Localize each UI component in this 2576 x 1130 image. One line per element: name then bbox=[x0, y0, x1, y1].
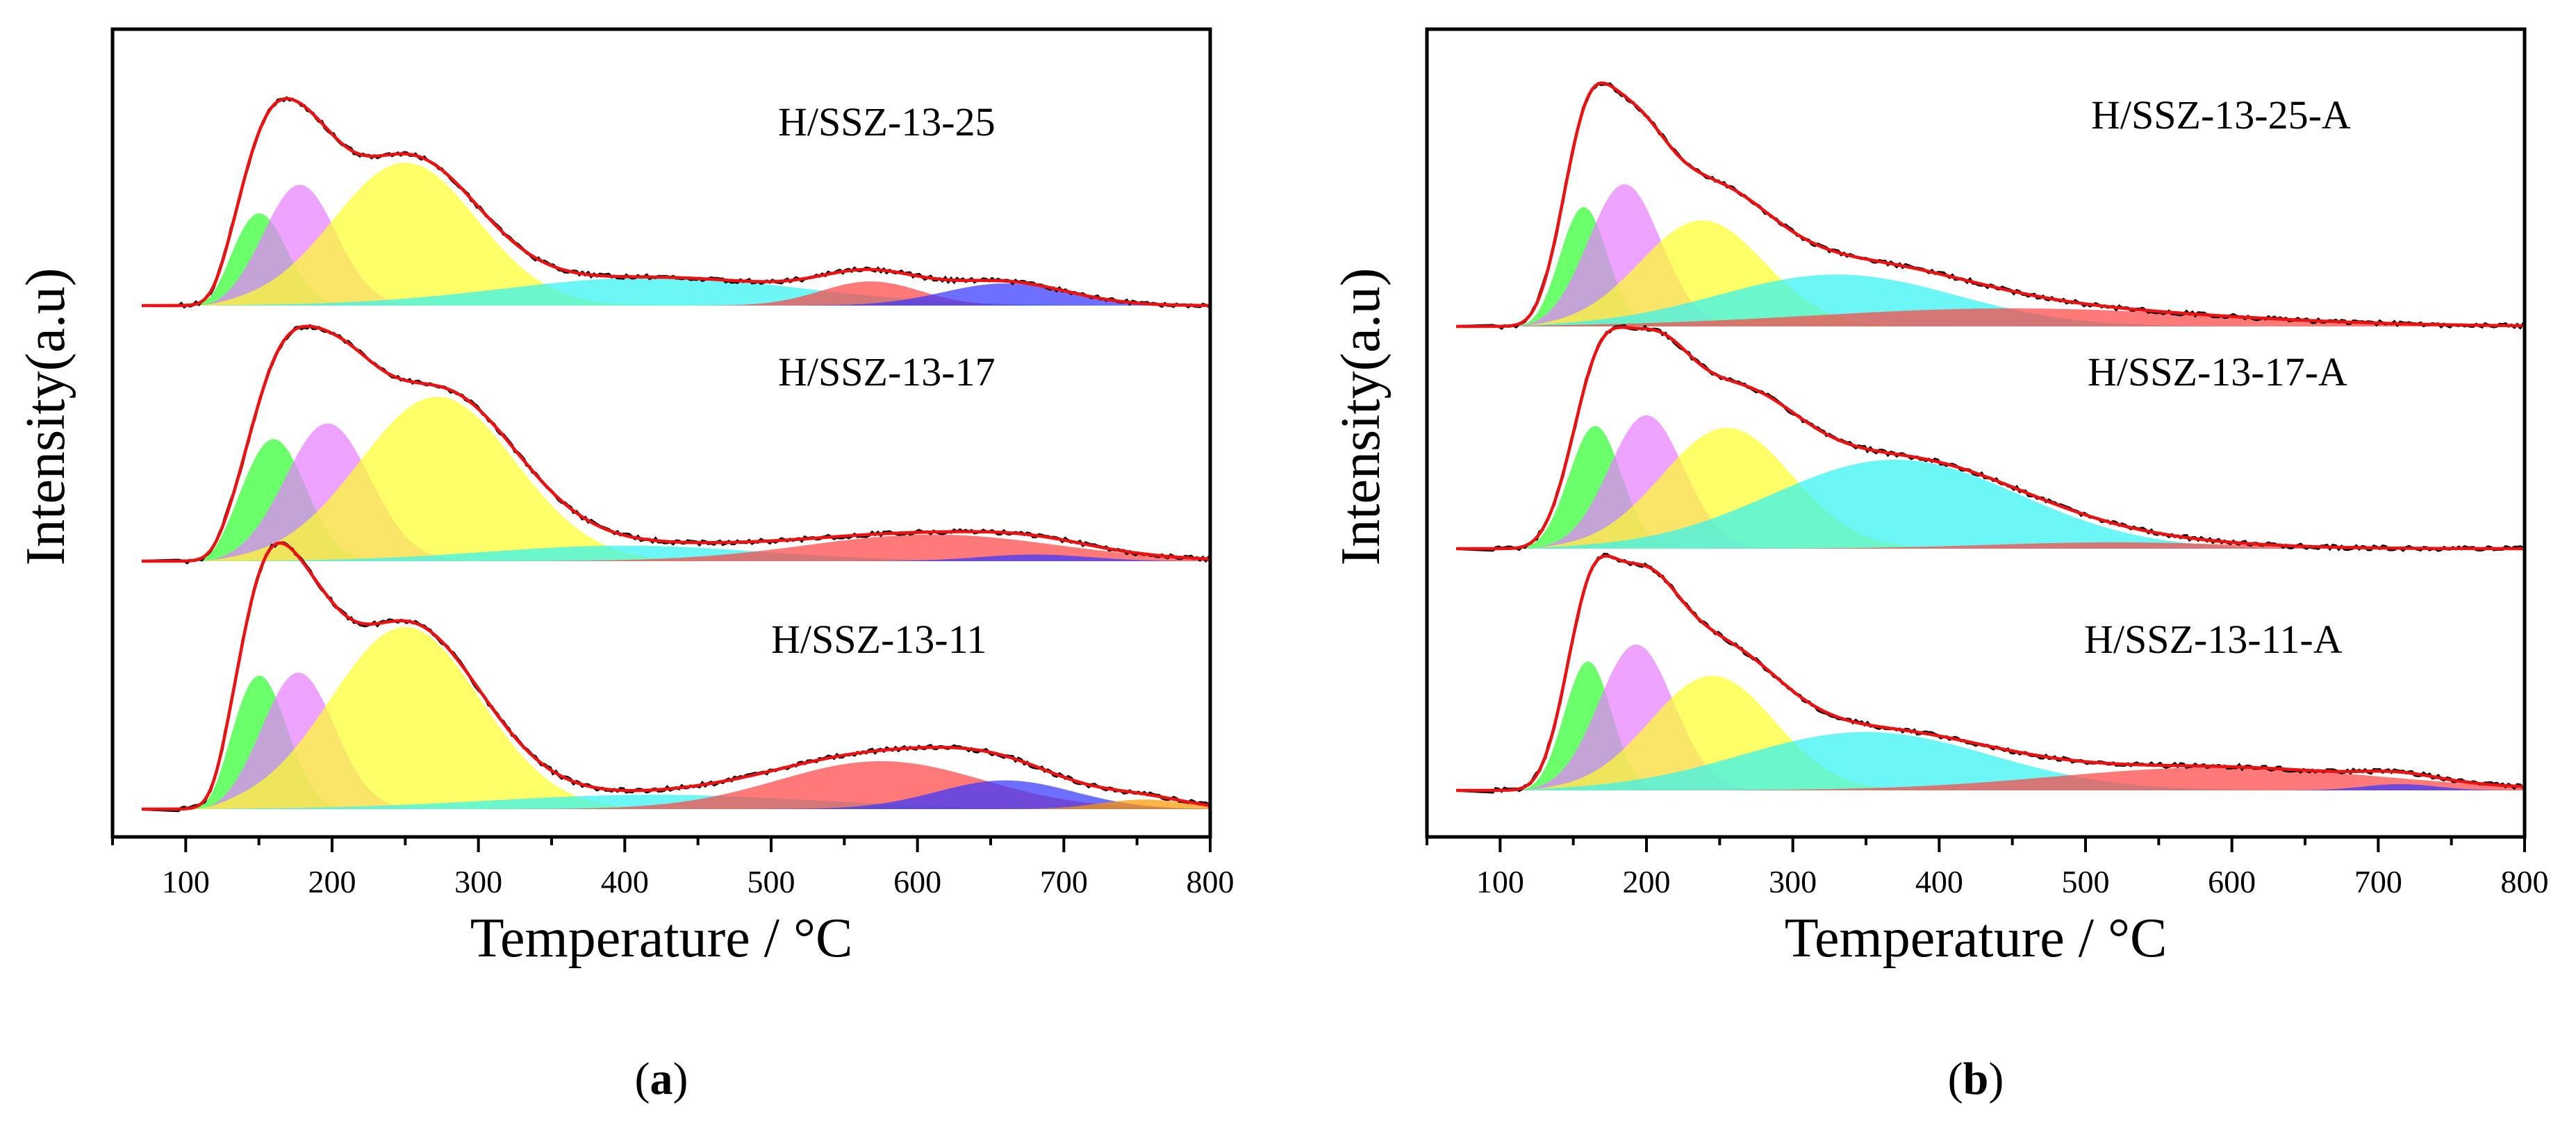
fitted-peak-cyan-420 bbox=[178, 277, 1210, 306]
x-tick-label: 400 bbox=[601, 864, 649, 899]
sample-h-ssz-13-25-a bbox=[1456, 81, 2526, 330]
panel-a-sample-label: H/SSZ-13-25 bbox=[778, 99, 996, 144]
sample-h-ssz-13-25 bbox=[142, 96, 1211, 309]
sample-h-ssz-13-11-a bbox=[1456, 553, 2527, 794]
fitted-peak-blue-660 bbox=[178, 780, 1210, 809]
x-tick-label: 600 bbox=[2208, 864, 2256, 899]
x-tick-label: 100 bbox=[1476, 864, 1524, 899]
fitted-peak-red-520 bbox=[1492, 542, 2525, 549]
x-tick-label: 100 bbox=[162, 864, 210, 899]
fitted-peak-red-450 bbox=[1492, 308, 2525, 326]
fitted-peak-cyan-370 bbox=[1492, 459, 2525, 549]
fitted-peak-cyan-400 bbox=[178, 545, 1210, 561]
panel-b-plot-frame bbox=[1425, 27, 2527, 839]
sample-h-ssz-13-11 bbox=[142, 541, 1212, 813]
panel-a-plot-frame bbox=[110, 27, 1212, 839]
x-tick-label: 400 bbox=[1915, 864, 1963, 899]
x-tick-label: 500 bbox=[748, 864, 795, 899]
fitted-envelope bbox=[1456, 81, 2525, 329]
x-tick-label: 300 bbox=[1769, 864, 1817, 899]
fitted-peak-yellow-250 bbox=[178, 163, 1210, 306]
x-tick-label: 200 bbox=[1623, 864, 1671, 899]
fitted-peak-cyan-330 bbox=[1492, 274, 2525, 326]
panel-a-x-axis-title: Temperature / °C bbox=[470, 908, 853, 969]
panel-b-label: (b) bbox=[1948, 1054, 2004, 1104]
fitted-envelope bbox=[142, 324, 1212, 563]
panel-a-sample-label: H/SSZ-13-11 bbox=[771, 617, 986, 662]
sample-h-ssz-13-17-a bbox=[1456, 324, 2525, 552]
fitted-peak-blue-715 bbox=[1492, 784, 2525, 790]
x-tick-label: 500 bbox=[2062, 864, 2110, 899]
fitted-peak-orange-755 bbox=[178, 799, 1210, 809]
sample-h-ssz-13-17 bbox=[142, 324, 1212, 565]
fitted-peak-yellow-272 bbox=[178, 397, 1210, 561]
fitted-peak-red-590 bbox=[1492, 767, 2525, 790]
fitted-peak-cyan-350 bbox=[1492, 732, 2525, 790]
fitted-peak-blue-680 bbox=[178, 554, 1210, 561]
x-tick-label: 800 bbox=[1187, 864, 1235, 899]
panel-a: 100 200 300 400 500 600 700 800 H/SSZ-13-25 H/S… bbox=[15, 27, 1235, 1104]
fitted-envelope bbox=[142, 541, 1212, 811]
panel-b-sample-label: H/SSZ-13-17-A bbox=[2088, 349, 2347, 394]
panel-b-x-ticks: 100 200 300 400 500 600 700 800 bbox=[1426, 837, 2549, 899]
x-tick-label: 300 bbox=[454, 864, 502, 899]
panel-b-sample-label: H/SSZ-13-25-A bbox=[2091, 92, 2351, 138]
panel-a-sample-label: H/SSZ-13-17 bbox=[778, 349, 996, 394]
x-tick-label: 800 bbox=[2501, 864, 2549, 899]
fitted-envelope bbox=[1456, 326, 2525, 551]
panel-a-label: (a) bbox=[635, 1054, 688, 1104]
panel-b-x-axis-title: Temperature / °C bbox=[1785, 908, 2168, 969]
panel-a-y-axis-title: Intensity(a.u) bbox=[15, 268, 76, 566]
fitted-envelope bbox=[142, 97, 1211, 308]
fitted-peak-blue-660 bbox=[178, 283, 1210, 306]
panel-b-curves bbox=[1456, 81, 2527, 794]
panel-a-curves bbox=[142, 96, 1212, 813]
x-tick-label: 200 bbox=[308, 864, 356, 899]
panel-b-sample-label: H/SSZ-13-11-A bbox=[2084, 617, 2343, 662]
fitted-peak-red-610 bbox=[178, 534, 1210, 561]
x-tick-label: 700 bbox=[1040, 864, 1088, 899]
panel-b-y-axis-title: Intensity(a.u) bbox=[1330, 268, 1392, 566]
panel-a-x-ticks: 100 200 300 400 500 600 700 800 bbox=[111, 837, 1235, 899]
fitted-peak-yellow-250 bbox=[178, 626, 1210, 809]
x-tick-label: 600 bbox=[893, 864, 941, 899]
fitted-envelope bbox=[1456, 554, 2527, 792]
panel-b: 100 200 300 400 500 600 700 800 H/SSZ-13-25-A H… bbox=[1330, 27, 2549, 1104]
x-tick-label: 700 bbox=[2354, 864, 2402, 899]
